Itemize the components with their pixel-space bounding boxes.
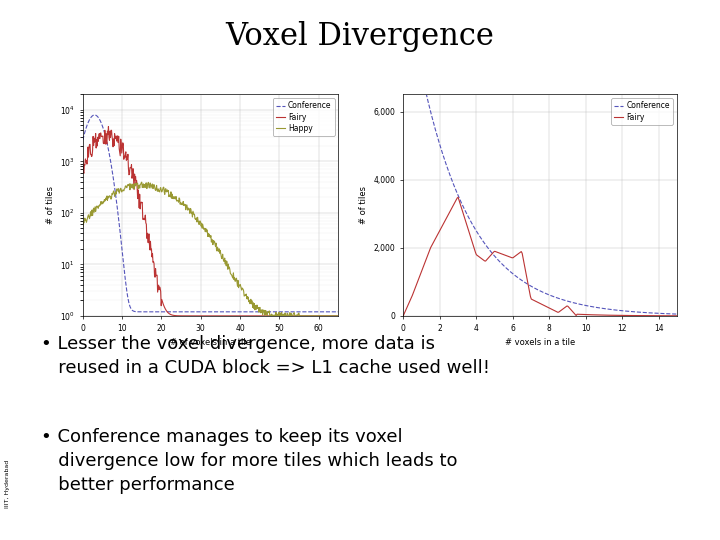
Y-axis label: # of tiles: # of tiles — [359, 186, 368, 224]
Y-axis label: # of tiles: # of tiles — [45, 186, 55, 224]
X-axis label: # of voxels in a tile: # of voxels in a tile — [170, 338, 251, 347]
Text: IIIT, Hyderabad: IIIT, Hyderabad — [6, 460, 10, 508]
X-axis label: # voxels in a tile: # voxels in a tile — [505, 338, 575, 347]
Text: • Conference manages to keep its voxel
   divergence low for more tiles which le: • Conference manages to keep its voxel d… — [41, 428, 458, 494]
Text: Voxel Divergence: Voxel Divergence — [225, 21, 495, 52]
Legend: Conference, Fairy: Conference, Fairy — [611, 98, 673, 125]
Text: • Lesser the voxel divergence, more data is
   reused in a CUDA block => L1 cach: • Lesser the voxel divergence, more data… — [41, 335, 490, 377]
Legend: Conference, Fairy, Happy: Conference, Fairy, Happy — [273, 98, 335, 136]
